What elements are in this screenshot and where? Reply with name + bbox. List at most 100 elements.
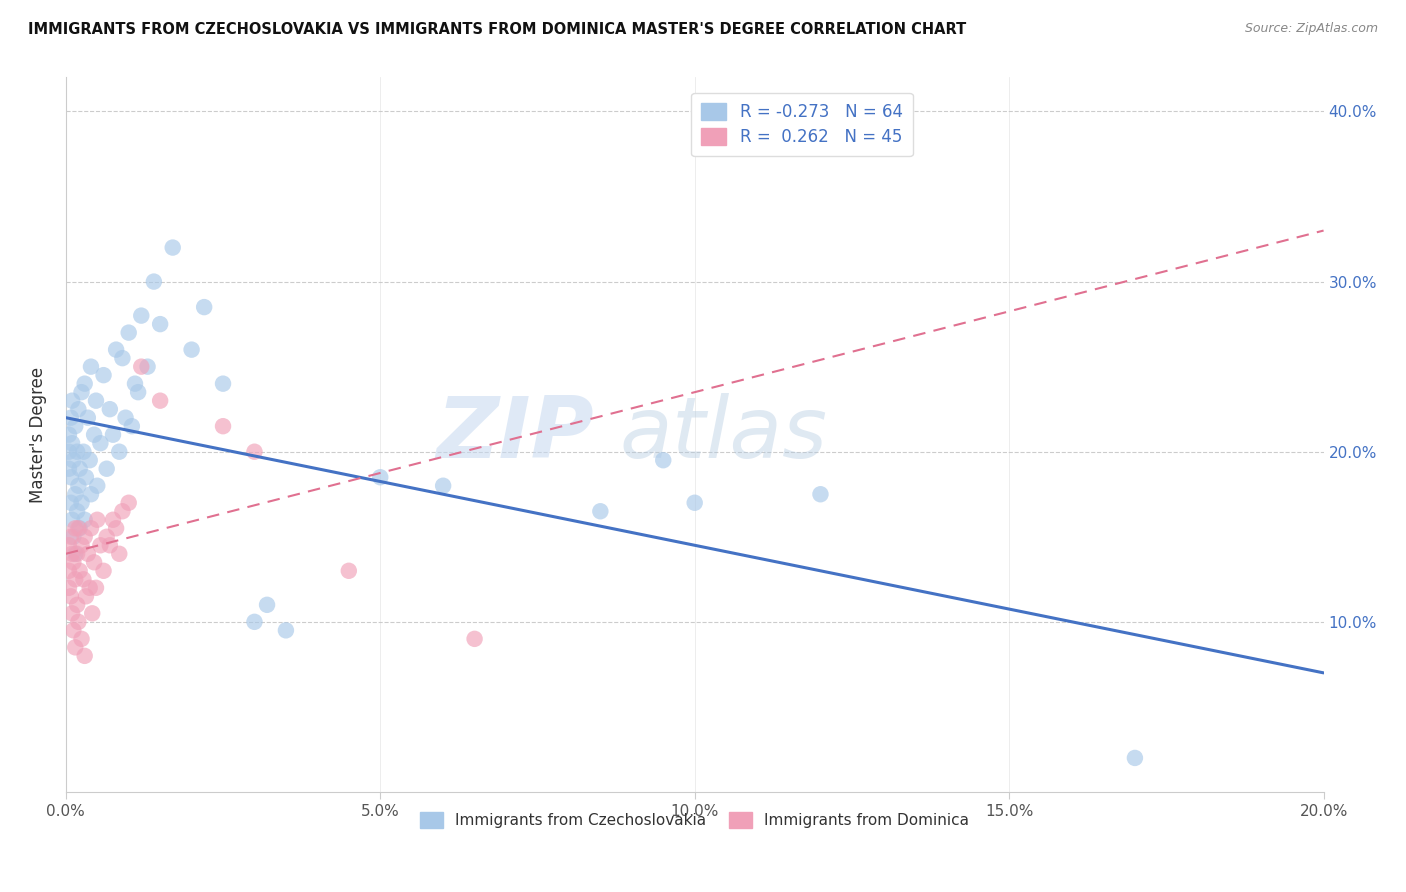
Text: Source: ZipAtlas.com: Source: ZipAtlas.com (1244, 22, 1378, 36)
Point (212, 419, 235, 434)
Point (58, 444, 80, 458)
Point (69, 461, 91, 475)
Point (101, 427, 124, 442)
Text: IMMIGRANTS FROM CZECHOSLOVAKIA VS IMMIGRANTS FROM DOMINICA MASTER'S DEGREE CORRE: IMMIGRANTS FROM CZECHOSLOVAKIA VS IMMIGR… (28, 22, 966, 37)
Point (58, 538, 80, 552)
Point (58, 461, 80, 475)
Point (82, 607, 104, 621)
Point (101, 513, 124, 527)
Point (70, 538, 93, 552)
Point (73, 648, 96, 663)
Point (70, 496, 93, 510)
Point (65, 419, 87, 434)
Point (149, 317, 172, 331)
Point (108, 547, 131, 561)
Point (67, 521, 90, 535)
Point (98, 402, 121, 417)
Point (59, 410, 82, 425)
Point (84, 581, 107, 595)
Point (118, 496, 141, 510)
Point (464, 632, 486, 646)
Point (73, 530, 96, 544)
Point (65, 547, 87, 561)
Point (72, 572, 94, 586)
Point (67, 615, 90, 629)
Point (111, 351, 134, 366)
Point (652, 453, 675, 467)
Point (70, 385, 93, 400)
Point (83, 555, 105, 569)
Point (59, 470, 82, 484)
Point (62, 555, 84, 569)
Point (60, 436, 83, 450)
Point (65, 521, 87, 535)
Point (89, 538, 111, 552)
Point (60, 513, 83, 527)
Point (124, 376, 146, 391)
Point (79, 453, 101, 467)
Point (432, 479, 454, 493)
Point (274, 624, 297, 638)
Point (75, 470, 97, 484)
Point (256, 598, 278, 612)
Point (73, 513, 96, 527)
Point (127, 385, 149, 400)
Point (93, 564, 115, 578)
Point (66, 504, 89, 518)
Point (80, 521, 103, 535)
Point (162, 241, 184, 255)
Point (79, 581, 101, 595)
Point (212, 376, 235, 391)
Point (149, 393, 172, 408)
Point (80, 487, 103, 501)
Point (70, 632, 93, 646)
Point (86, 479, 108, 493)
Point (96, 530, 118, 544)
Point (683, 496, 706, 510)
Point (80, 359, 103, 374)
Point (243, 444, 266, 458)
Point (60, 547, 83, 561)
Point (89, 436, 111, 450)
Point (114, 410, 136, 425)
Point (69, 521, 91, 535)
Point (73, 376, 96, 391)
Point (66, 444, 89, 458)
Point (93, 368, 115, 383)
Point (58, 427, 80, 442)
Text: atlas: atlas (619, 393, 827, 476)
Point (180, 343, 202, 357)
Point (58, 581, 80, 595)
Point (810, 487, 832, 501)
Point (59, 590, 82, 604)
Point (72, 444, 94, 458)
Point (76, 410, 98, 425)
Point (118, 326, 141, 340)
Point (65, 640, 87, 655)
Point (59, 496, 82, 510)
Point (589, 504, 612, 518)
Point (76, 547, 98, 561)
Point (66, 547, 89, 561)
Point (337, 564, 360, 578)
Point (1123, 751, 1146, 765)
Point (108, 444, 131, 458)
Point (65, 572, 87, 586)
Text: ZIP: ZIP (436, 393, 595, 476)
Point (67, 479, 90, 493)
Point (129, 359, 152, 374)
Point (136, 359, 159, 374)
Y-axis label: Master's Degree: Master's Degree (30, 367, 46, 503)
Point (83, 427, 105, 442)
Point (129, 309, 152, 323)
Point (69, 564, 91, 578)
Point (59, 530, 82, 544)
Point (96, 461, 118, 475)
Point (75, 590, 97, 604)
Point (98, 538, 121, 552)
Point (66, 598, 89, 612)
Point (243, 615, 266, 629)
Point (142, 275, 165, 289)
Point (67, 402, 90, 417)
Point (105, 521, 128, 535)
